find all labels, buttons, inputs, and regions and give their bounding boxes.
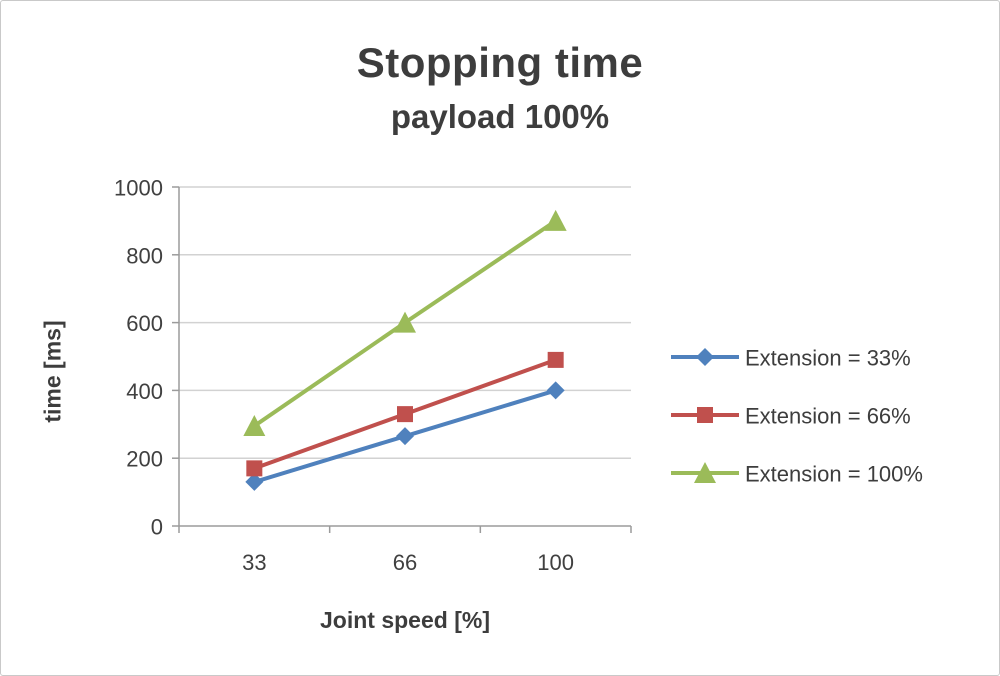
triangle-marker bbox=[544, 209, 567, 231]
square-marker bbox=[397, 406, 413, 423]
y-tick-label: 800 bbox=[126, 243, 163, 268]
diamond-marker bbox=[696, 348, 714, 366]
square-marker bbox=[547, 351, 564, 368]
legend-label: Extension = 66% bbox=[745, 404, 911, 429]
series-square bbox=[246, 351, 564, 477]
x-tick-label: 100 bbox=[537, 550, 574, 575]
square-marker bbox=[697, 407, 713, 423]
legend-label: Extension = 100% bbox=[745, 462, 923, 487]
x-tick-label: 66 bbox=[393, 550, 417, 575]
series-triangle bbox=[243, 209, 567, 436]
chart-subtitle: payload 100% bbox=[390, 98, 610, 135]
series-diamond bbox=[245, 381, 565, 491]
y-tick-label: 1000 bbox=[114, 176, 163, 201]
gridlines bbox=[179, 186, 631, 459]
y-tick-label: 0 bbox=[151, 515, 163, 540]
legend-item: Extension = 100% bbox=[671, 462, 923, 487]
chart-title: Stopping time bbox=[356, 39, 644, 86]
y-tick-label: 400 bbox=[126, 379, 163, 404]
y-tick-label: 600 bbox=[126, 311, 163, 336]
legend-item: Extension = 66% bbox=[671, 404, 911, 429]
triangle-marker bbox=[394, 311, 416, 333]
square-marker bbox=[246, 460, 263, 477]
triangle-marker bbox=[243, 414, 266, 436]
diamond-marker bbox=[396, 427, 414, 446]
axes bbox=[178, 187, 631, 527]
x-axis-ticks: 33 66 100 bbox=[178, 526, 632, 575]
diamond-marker bbox=[546, 381, 565, 400]
legend-label: Extension = 33% bbox=[745, 346, 911, 371]
legend-item: Extension = 33% bbox=[671, 346, 911, 371]
legend: Extension = 33% Extension = 66% Extension … bbox=[671, 346, 923, 487]
triangle-marker bbox=[694, 462, 716, 483]
y-tick-label: 200 bbox=[126, 447, 163, 472]
x-axis-title: Joint speed [%] bbox=[320, 607, 490, 633]
diamond-marker bbox=[245, 472, 264, 491]
x-tick-label: 33 bbox=[242, 550, 266, 575]
y-axis-ticks: 0 200 400 600 800 1000 bbox=[114, 176, 179, 540]
